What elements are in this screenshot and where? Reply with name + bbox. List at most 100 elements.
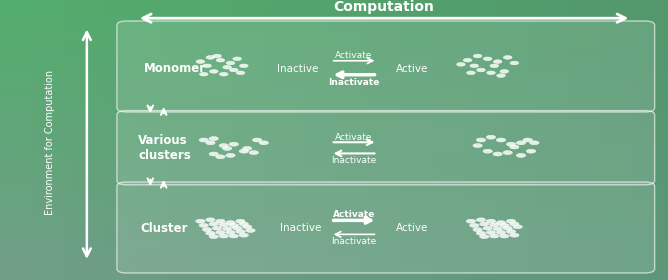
Text: Activate: Activate: [333, 210, 375, 219]
Circle shape: [476, 138, 486, 142]
Bar: [67, 238, 100, 252]
Bar: [468, 28, 501, 42]
Text: Inactive: Inactive: [280, 223, 321, 233]
Circle shape: [497, 74, 506, 77]
Circle shape: [466, 71, 476, 75]
Bar: [534, 210, 568, 224]
Bar: [501, 98, 534, 112]
Circle shape: [203, 64, 212, 67]
Circle shape: [202, 228, 212, 232]
Bar: [367, 238, 401, 252]
Bar: [267, 14, 301, 28]
Bar: [568, 182, 601, 196]
Bar: [33, 0, 67, 14]
Bar: [267, 154, 301, 168]
Circle shape: [212, 226, 222, 230]
Bar: [0, 98, 33, 112]
Bar: [167, 56, 200, 70]
Bar: [401, 0, 434, 14]
Bar: [401, 126, 434, 140]
Bar: [301, 84, 334, 98]
Bar: [167, 84, 200, 98]
Bar: [334, 112, 367, 126]
Bar: [134, 98, 167, 112]
Bar: [367, 182, 401, 196]
Bar: [468, 42, 501, 56]
Text: Activate: Activate: [335, 51, 373, 60]
Text: Activate: Activate: [335, 133, 373, 142]
Bar: [0, 112, 33, 126]
Bar: [267, 56, 301, 70]
Bar: [401, 238, 434, 252]
Bar: [401, 84, 434, 98]
Bar: [468, 98, 501, 112]
Bar: [534, 14, 568, 28]
Bar: [367, 28, 401, 42]
Bar: [134, 252, 167, 266]
Bar: [67, 252, 100, 266]
Bar: [67, 14, 100, 28]
Circle shape: [222, 146, 232, 150]
Bar: [67, 56, 100, 70]
Circle shape: [209, 137, 218, 141]
Bar: [301, 42, 334, 56]
Circle shape: [500, 223, 509, 227]
Bar: [534, 56, 568, 70]
Bar: [0, 28, 33, 42]
Bar: [401, 140, 434, 154]
Bar: [234, 84, 267, 98]
Bar: [534, 252, 568, 266]
Bar: [134, 196, 167, 210]
Bar: [0, 224, 33, 238]
Circle shape: [490, 223, 499, 227]
Bar: [167, 98, 200, 112]
Bar: [367, 210, 401, 224]
Bar: [134, 84, 167, 98]
Bar: [134, 266, 167, 280]
Bar: [100, 126, 134, 140]
Bar: [501, 196, 534, 210]
Bar: [0, 42, 33, 56]
Bar: [267, 112, 301, 126]
Bar: [234, 196, 267, 210]
Bar: [601, 28, 635, 42]
Bar: [601, 266, 635, 280]
Circle shape: [196, 219, 205, 223]
Bar: [67, 112, 100, 126]
Bar: [568, 28, 601, 42]
Bar: [234, 182, 267, 196]
Circle shape: [209, 222, 218, 226]
Bar: [134, 112, 167, 126]
Bar: [200, 70, 234, 84]
Bar: [234, 98, 267, 112]
Bar: [167, 126, 200, 140]
Circle shape: [500, 70, 509, 73]
Bar: [200, 98, 234, 112]
Bar: [434, 238, 468, 252]
Bar: [568, 224, 601, 238]
Bar: [200, 210, 234, 224]
Bar: [334, 140, 367, 154]
Bar: [334, 70, 367, 84]
Bar: [267, 84, 301, 98]
Bar: [568, 168, 601, 182]
Bar: [468, 112, 501, 126]
Bar: [100, 98, 134, 112]
Bar: [67, 266, 100, 280]
Text: Inactivate: Inactivate: [331, 237, 377, 246]
Bar: [0, 140, 33, 154]
Bar: [200, 112, 234, 126]
Bar: [67, 140, 100, 154]
Circle shape: [226, 61, 235, 65]
Bar: [301, 154, 334, 168]
Circle shape: [216, 230, 225, 234]
Circle shape: [259, 141, 269, 145]
Bar: [134, 168, 167, 182]
Bar: [434, 182, 468, 196]
Bar: [100, 112, 134, 126]
Bar: [434, 84, 468, 98]
Bar: [234, 28, 267, 42]
Circle shape: [473, 144, 482, 148]
Bar: [601, 182, 635, 196]
Bar: [267, 238, 301, 252]
